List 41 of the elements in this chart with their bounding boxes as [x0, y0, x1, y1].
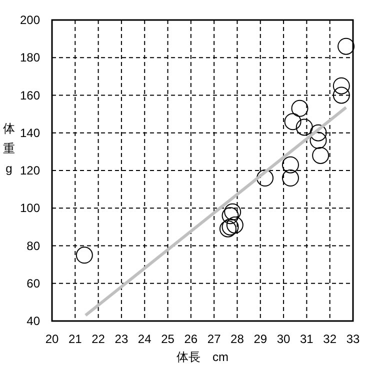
point	[310, 132, 327, 149]
x-tick-label: 32	[323, 332, 337, 346]
x-tick-label: 24	[138, 332, 152, 346]
point	[291, 100, 308, 117]
y-tick-label: 80	[26, 238, 40, 253]
point	[282, 156, 299, 174]
point	[332, 77, 350, 94]
point	[296, 118, 313, 136]
x-tick-label: 29	[254, 332, 268, 346]
y-tick-label: 140	[20, 126, 40, 140]
x-axis-title: 体長 cm	[176, 350, 228, 364]
y-tick-label: 160	[20, 88, 40, 102]
point	[76, 246, 93, 264]
x-tick-label: 27	[207, 332, 222, 346]
point	[310, 124, 327, 142]
x-tick-label: 28	[230, 332, 244, 346]
y-tick-label: 180	[20, 50, 40, 65]
x-tick-label: 22	[92, 332, 106, 346]
y-tick-label: 100	[20, 201, 40, 216]
x-tick-label: 26	[184, 332, 198, 346]
x-tick-label: 20	[45, 332, 59, 346]
x-tick-label: 33	[346, 332, 360, 346]
point	[226, 216, 244, 234]
point	[222, 207, 239, 224]
y-tick-label: 200	[20, 13, 40, 27]
point	[224, 203, 242, 220]
point	[284, 113, 302, 130]
y-tick-label: 60	[26, 276, 40, 290]
y-tick-label: 120	[20, 164, 40, 178]
x-tick-label: 25	[161, 332, 175, 346]
point	[312, 146, 330, 164]
point	[332, 86, 350, 104]
point	[338, 38, 355, 55]
x-tick-label: 21	[68, 332, 82, 346]
point	[256, 170, 274, 187]
y-axis-title: 体重 g	[3, 122, 15, 176]
point	[282, 170, 299, 187]
x-tick-label: 23	[114, 332, 128, 346]
x-tick-label: 30	[276, 332, 291, 346]
x-tick-label: 31	[300, 332, 314, 346]
y-tick-label: 40	[26, 314, 40, 328]
